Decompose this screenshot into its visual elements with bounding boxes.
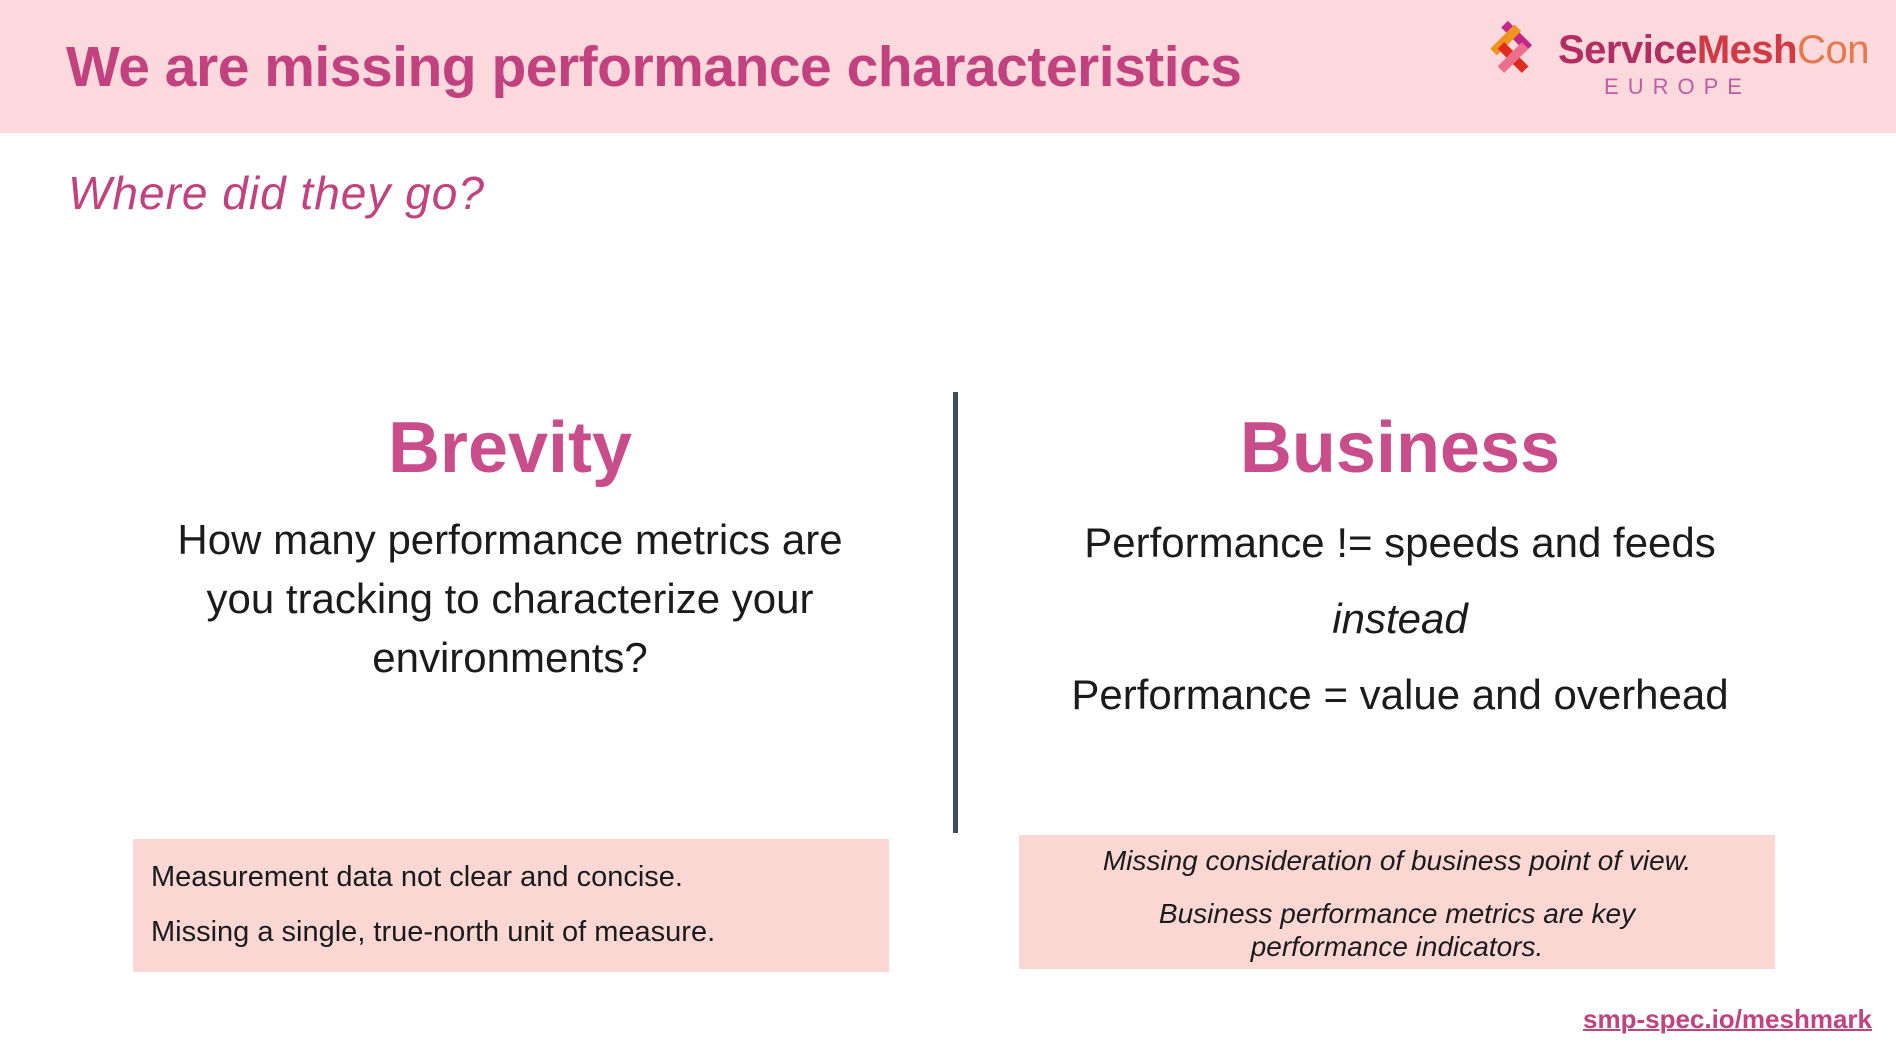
servicemeshcon-weave-icon xyxy=(1490,20,1533,73)
logo-word-mesh: Mesh xyxy=(1696,28,1798,72)
business-body-line-instead: instead xyxy=(1332,595,1468,642)
servicemeshcon-logo: ServiceMeshCon EUROPE xyxy=(1473,0,1873,133)
brevity-body-line: environments? xyxy=(372,634,648,681)
slide-subtitle: Where did they go? xyxy=(68,167,485,219)
page-title: We are missing performance characteristi… xyxy=(66,34,1242,99)
logo-europe-label: EUROPE xyxy=(1604,74,1751,99)
banner: We are missing performance characteristi… xyxy=(0,0,1896,133)
brevity-note-line: Measurement data not clear and concise. xyxy=(151,861,683,893)
brevity-body: How many performance metrics are you tra… xyxy=(110,510,910,687)
meshmark-link[interactable]: smp-spec.io/meshmark xyxy=(1582,1004,1872,1034)
business-note-line: Business performance metrics are key per… xyxy=(1158,898,1636,962)
logo-wordmark: ServiceMeshCon xyxy=(1558,28,1869,73)
brevity-note-box: Measurement data not clear and concise. … xyxy=(133,839,889,972)
business-body-line: Performance = value and overhead xyxy=(1071,671,1729,718)
business-note-line: Missing consideration of business point … xyxy=(1102,845,1692,876)
brevity-note-line: Missing a single, true-north unit of mea… xyxy=(151,916,716,948)
business-body: Performance != speeds and feeds instead … xyxy=(1000,505,1800,733)
logo-word-service: Service xyxy=(1558,28,1697,72)
logo-word-con: Con xyxy=(1797,28,1869,72)
brevity-body-line: How many performance metrics are xyxy=(177,516,843,563)
brevity-heading: Brevity xyxy=(387,408,633,488)
business-heading: Business xyxy=(1239,408,1561,488)
business-note-box: Missing consideration of business point … xyxy=(1019,835,1775,969)
column-divider xyxy=(953,392,958,833)
brevity-body-line: you tracking to characterize your xyxy=(206,575,814,622)
business-body-line: Performance != speeds and feeds xyxy=(1084,519,1716,566)
